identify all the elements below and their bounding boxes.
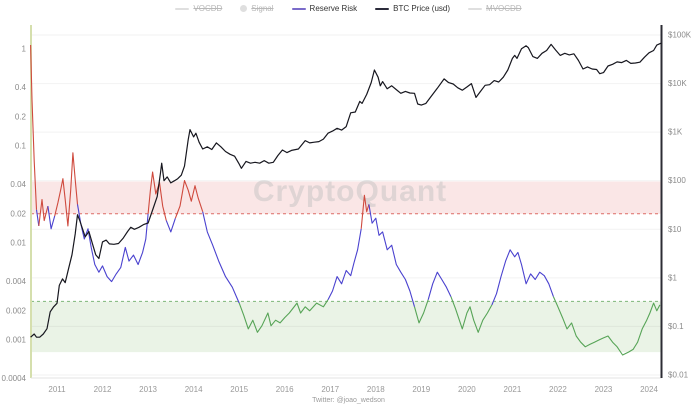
- left-axis-tick-label: 0.04: [10, 180, 26, 189]
- left-axis-tick-label: 0.002: [6, 306, 27, 315]
- x-axis-tick-label: 2022: [549, 385, 567, 394]
- x-axis-tick-label: 2018: [367, 385, 385, 394]
- right-axis-tick-label: $0.1: [668, 322, 684, 331]
- reserve-risk-segment: [147, 171, 167, 221]
- x-axis-tick-label: 2012: [94, 385, 112, 394]
- x-axis-tick-label: 2016: [276, 385, 294, 394]
- legend-item-signal[interactable]: Signal: [240, 4, 274, 13]
- x-axis-tick-label: 2019: [412, 385, 430, 394]
- legend-item-btc-price-usd-[interactable]: BTC Price (usd): [375, 4, 450, 13]
- reserve-risk-segment: [491, 249, 554, 306]
- legend-item-label: MVOCDD: [486, 4, 522, 13]
- right-axis-tick-label: $0.01: [668, 371, 689, 380]
- watermark: CryptoQuant: [253, 175, 447, 208]
- right-axis-tick-label: $10: [668, 225, 682, 234]
- reserve-risk-segment: [35, 209, 40, 226]
- line-marker-icon: [175, 7, 190, 10]
- x-axis-tick-label: 2023: [595, 385, 613, 394]
- left-axis-tick-label: 0.2: [15, 112, 27, 121]
- left-axis-tick-label: 0.01: [10, 239, 26, 248]
- btc-price-usd--line: [30, 42, 662, 338]
- reserve-risk-segment: [76, 204, 149, 283]
- reserve-risk-segment: [202, 211, 240, 304]
- reserve-risk-segment: [450, 296, 493, 333]
- line-marker-icon: [468, 7, 483, 10]
- legend-item-reserve-risk[interactable]: Reserve Risk: [291, 4, 358, 13]
- circle-marker-icon: [240, 5, 248, 12]
- right-axis-tick-label: $1: [668, 273, 677, 282]
- x-axis-tick-label: 2017: [321, 385, 339, 394]
- reserve-risk-segment: [327, 228, 362, 300]
- left-axis-tick-label: 0.02: [10, 209, 26, 218]
- x-axis-tick-label: 2015: [230, 385, 248, 394]
- legend-item-label: Signal: [251, 4, 274, 13]
- line-marker-icon: [375, 7, 390, 10]
- left-axis-tick-label: 0.004: [6, 277, 27, 286]
- right-axis-tick-label: $1K: [668, 128, 683, 137]
- line-marker-icon: [291, 7, 306, 10]
- right-axis-tick-label: $100: [668, 176, 686, 185]
- reserve-risk-segment: [47, 206, 56, 230]
- legend-item-label: Reserve Risk: [309, 4, 358, 13]
- x-axis-tick-label: 2020: [458, 385, 476, 394]
- x-axis-tick-label: 2013: [139, 385, 157, 394]
- legend-item-mvocdd[interactable]: MVOCDD: [468, 4, 522, 13]
- reserve-risk-segment: [238, 299, 329, 333]
- left-axis-tick-label: 0.001: [6, 336, 27, 345]
- x-axis-tick-label: 2011: [48, 385, 66, 394]
- reserve-risk-segment: [552, 296, 661, 356]
- legend-item-label: VOCDD: [193, 4, 223, 13]
- credit-text: Twitter: @joao_wedson: [312, 397, 385, 404]
- right-axis-tick-label: $100K: [668, 31, 692, 40]
- reserve-risk-segment: [54, 152, 79, 227]
- reserve-risk-segment: [38, 199, 49, 226]
- x-axis-tick-label: 2014: [185, 385, 203, 394]
- legend: VOCDD Signal Reserve Risk BTC Price (usd) MV…: [0, 4, 697, 13]
- x-axis-tick-label: 2021: [504, 385, 522, 394]
- left-axis-tick-label: 1: [22, 45, 27, 54]
- band-undervalued: [31, 301, 662, 353]
- left-axis-tick-label: 0.0004: [2, 374, 27, 383]
- reserve-risk-segment: [368, 204, 416, 307]
- reserve-risk-segment: [30, 44, 38, 210]
- reserve-risk-segment: [360, 194, 370, 229]
- x-axis-tick-label: 2024: [640, 385, 658, 394]
- reserve-risk-segment: [165, 218, 176, 233]
- band-overvalued: [31, 181, 662, 214]
- left-axis-tick-label: 0.4: [15, 83, 27, 92]
- right-axis-tick-label: $10K: [668, 79, 687, 88]
- legend-item-vocdd[interactable]: VOCDD: [175, 4, 222, 13]
- reserve-risk-segment: [427, 271, 452, 300]
- reserve-risk-segment: [174, 180, 204, 219]
- left-axis-tick-label: 0.1: [15, 142, 27, 151]
- reserve-risk-segment: [413, 299, 429, 324]
- legend-item-label: BTC Price (usd): [393, 4, 451, 13]
